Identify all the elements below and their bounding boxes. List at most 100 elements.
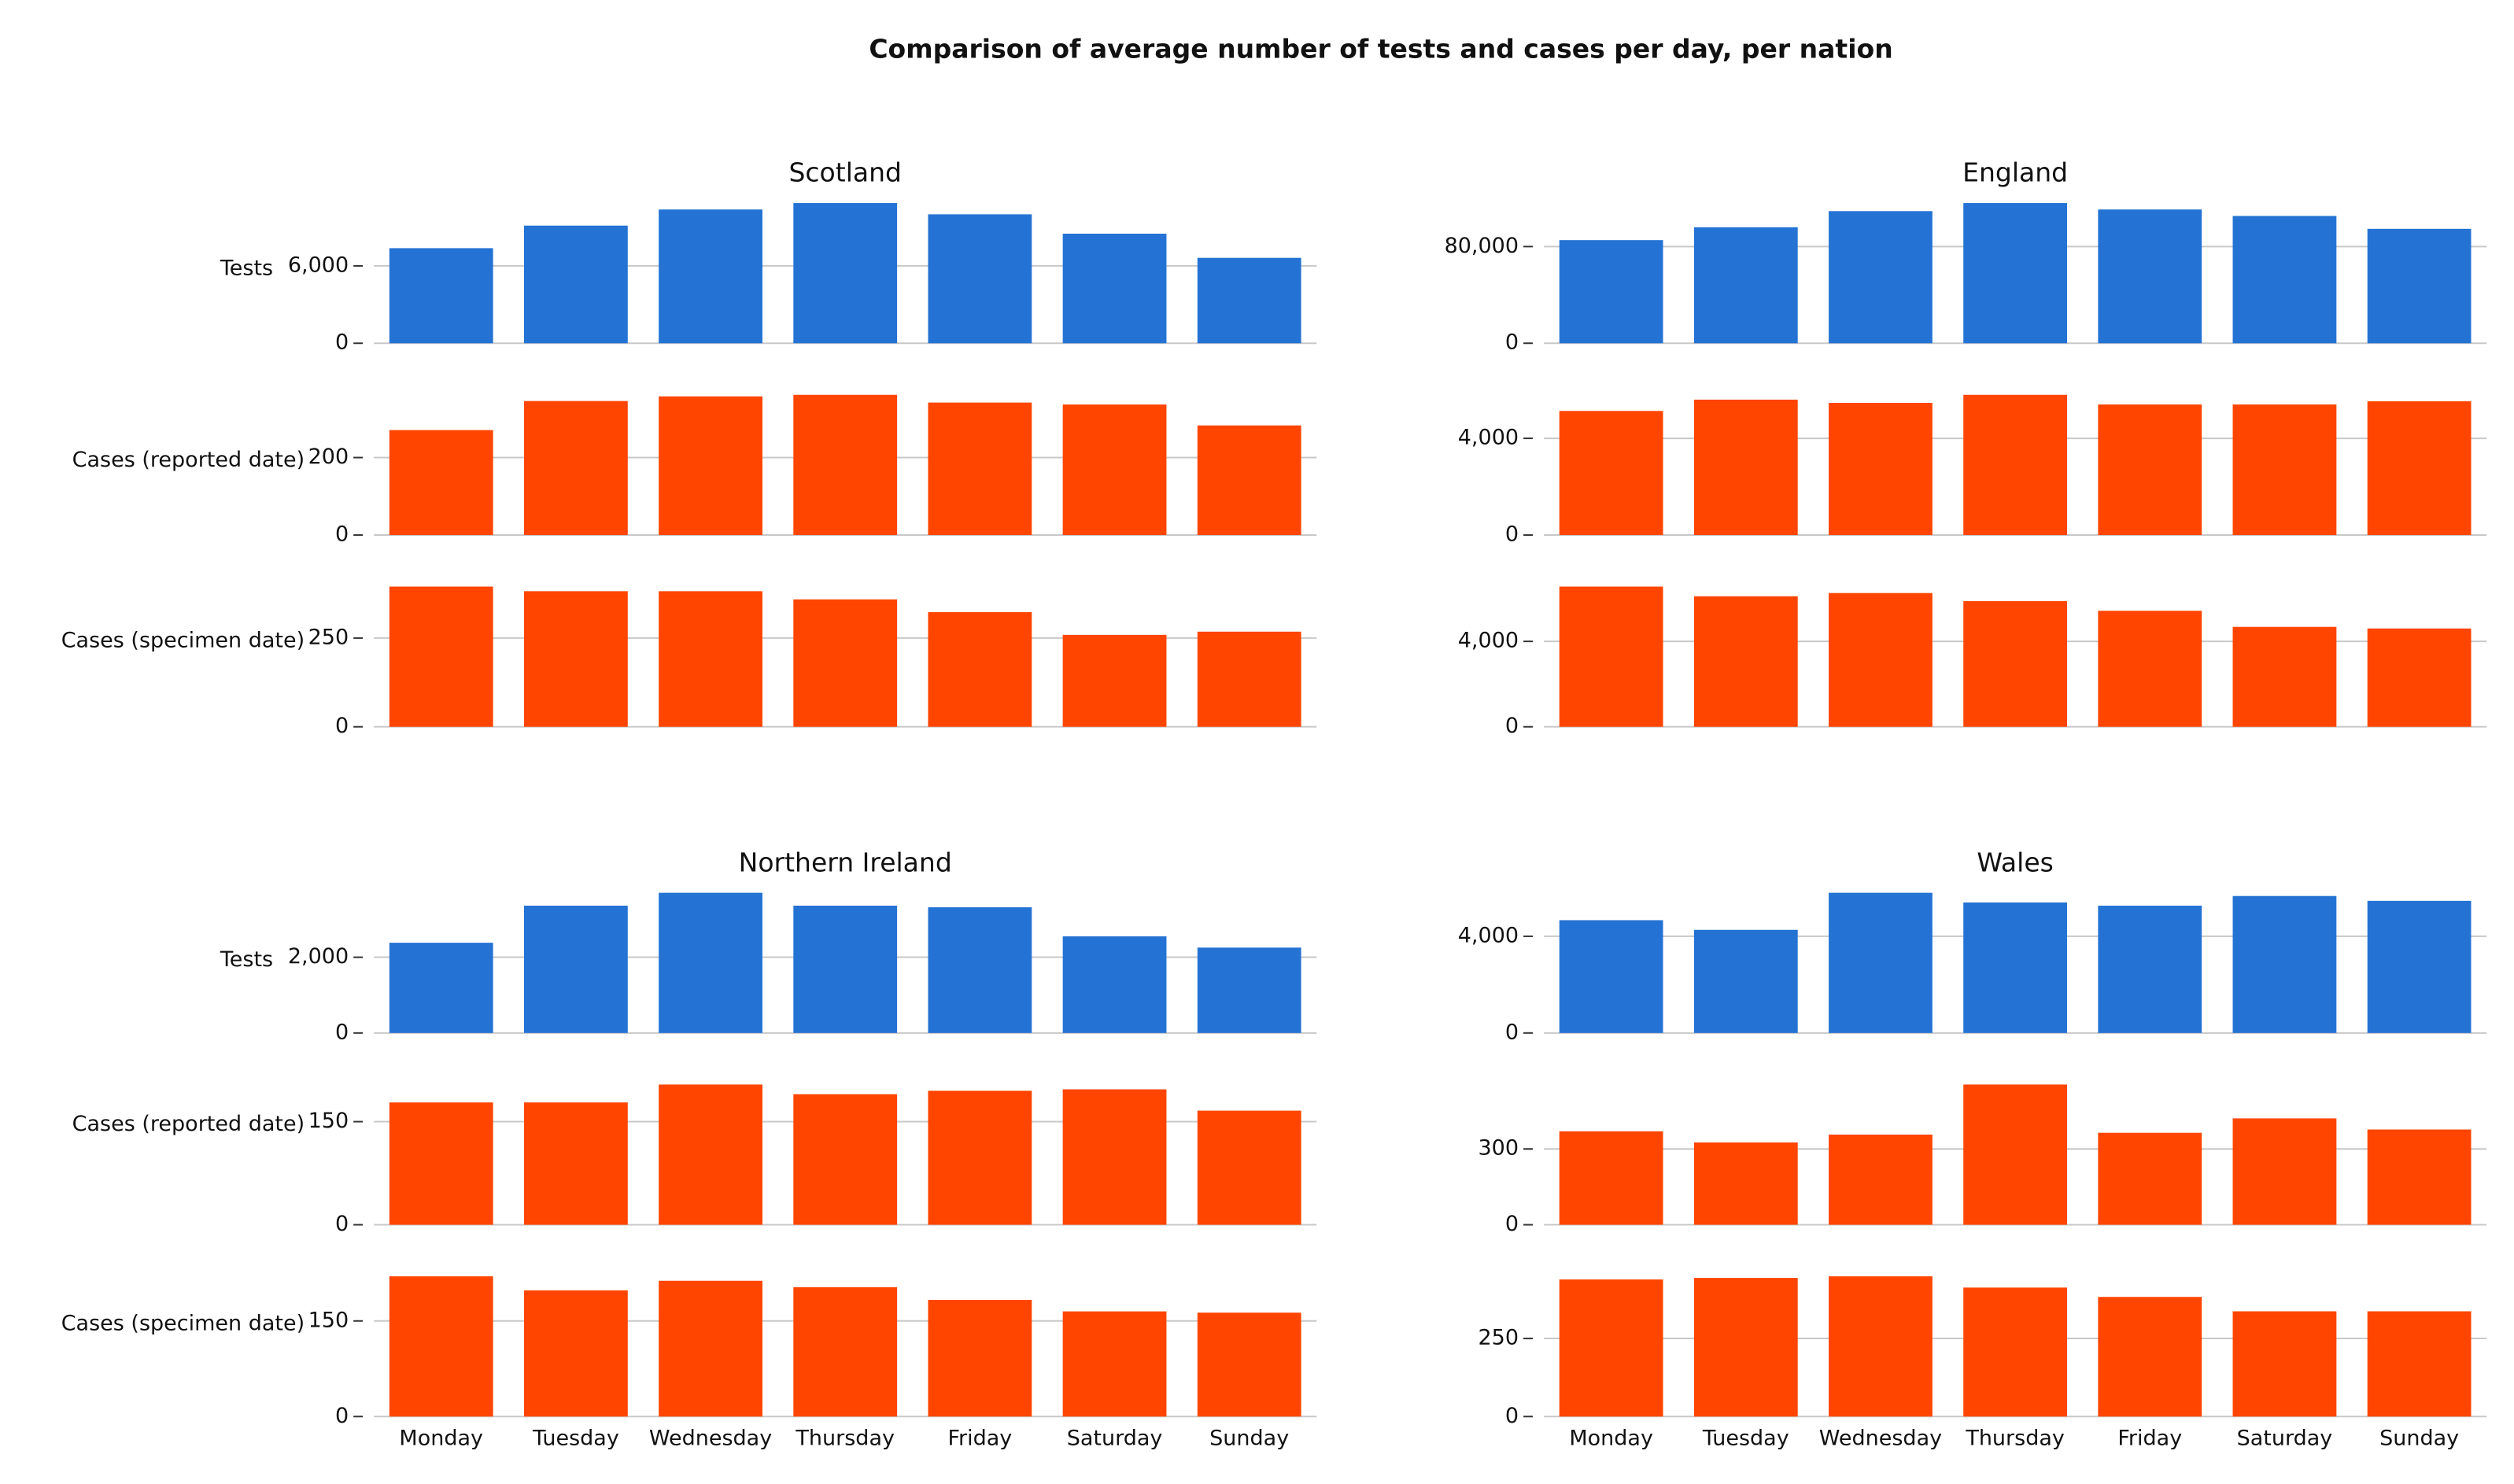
bar: [2367, 228, 2472, 344]
bar: [659, 209, 762, 344]
y-tick-label: 0: [335, 1212, 349, 1236]
bar: [1197, 1312, 1301, 1417]
bar: [928, 907, 1032, 1033]
bar: [793, 1094, 898, 1225]
bar: [1197, 257, 1301, 344]
bar: [1197, 947, 1301, 1033]
bar: [2232, 626, 2337, 727]
x-tick-label: Sunday: [2379, 1426, 2459, 1450]
x-tick-label: Friday: [2117, 1426, 2182, 1450]
bar: [1062, 233, 1167, 344]
bar: [389, 943, 493, 1033]
bar: [1693, 399, 1798, 535]
y-tick-label: 150: [308, 1109, 349, 1133]
y-tick-label: 250: [1478, 1326, 1519, 1350]
chart-title: Comparison of average number of tests an…: [869, 34, 1892, 65]
bar: [659, 1280, 762, 1417]
y-tick-label: 300: [1478, 1136, 1519, 1161]
y-tick-label: 0: [1505, 714, 1519, 738]
bar: [1963, 203, 2068, 344]
bar: [1963, 902, 2068, 1033]
bar: [793, 1287, 898, 1417]
bar: [523, 401, 628, 535]
y-axis-label: Tests: [220, 947, 273, 972]
x-tick-label: Monday: [399, 1426, 483, 1450]
y-axis-label: Cases (reported date): [72, 1112, 305, 1136]
x-tick-label: Wednesday: [1819, 1426, 1942, 1450]
bar: [389, 430, 493, 535]
y-tick-label: 0: [335, 1020, 349, 1044]
x-tick-label: Sunday: [1209, 1426, 1289, 1450]
bar: [659, 591, 762, 727]
bar: [389, 1276, 493, 1417]
y-tick-label: 0: [1505, 330, 1519, 355]
bar: [2098, 209, 2202, 344]
bar: [793, 599, 898, 727]
y-tick-label: 0: [335, 714, 349, 738]
bar: [1829, 1134, 1933, 1225]
y-tick-label: 0: [335, 522, 349, 546]
panel-title: Scotland: [788, 157, 901, 188]
bar: [1062, 634, 1167, 727]
bar: [1197, 1110, 1301, 1225]
y-axis-label: Tests: [220, 256, 273, 280]
bar: [1963, 600, 2068, 727]
bar: [659, 1084, 762, 1225]
bar: [1963, 1287, 2068, 1417]
bar: [1693, 1278, 1798, 1417]
bar: [2367, 628, 2472, 727]
y-tick-label: 2,000: [288, 944, 349, 969]
bar: [1197, 425, 1301, 535]
x-tick-label: Thursday: [1965, 1426, 2065, 1450]
bar: [2367, 900, 2472, 1033]
panel-title: Wales: [1977, 847, 2053, 877]
bar: [1062, 404, 1167, 535]
bar: [2232, 1118, 2337, 1225]
bar: [2367, 1129, 2472, 1225]
bar: [2232, 1311, 2337, 1417]
y-tick-label: 4,000: [1458, 629, 1519, 653]
x-tick-label: Saturday: [2237, 1426, 2333, 1450]
y-tick-label: 0: [335, 330, 349, 355]
bar: [1559, 586, 1663, 727]
bar: [523, 1290, 628, 1417]
bar: [2098, 611, 2202, 727]
y-axis-label: Cases (reported date): [72, 448, 305, 472]
bar: [2098, 906, 2202, 1033]
bar: [928, 1300, 1032, 1417]
bar: [1963, 1084, 2068, 1225]
bar: [659, 892, 762, 1033]
bar: [1693, 929, 1798, 1033]
bar: [928, 611, 1032, 727]
y-tick-label: 6,000: [288, 253, 349, 277]
bar: [2367, 1311, 2472, 1417]
bar: [1559, 1279, 1663, 1417]
y-tick-label: 80,000: [1445, 234, 1519, 258]
bar: [2098, 1297, 2202, 1417]
bar: [1829, 592, 1933, 727]
bar: [389, 586, 493, 727]
bar: [1693, 227, 1798, 344]
y-tick-label: 0: [1505, 522, 1519, 546]
bar: [1062, 936, 1167, 1033]
x-tick-label: Friday: [947, 1426, 1012, 1450]
x-tick-label: Saturday: [1067, 1426, 1163, 1450]
bar: [793, 905, 898, 1033]
bar: [1559, 240, 1663, 344]
bar: [928, 214, 1032, 344]
bar: [2098, 1132, 2202, 1225]
y-axis-label: Cases (specimen date): [61, 628, 305, 652]
bar: [928, 402, 1032, 535]
bar: [1963, 394, 2068, 535]
panel-title: Northern Ireland: [739, 847, 952, 877]
bar: [1062, 1089, 1167, 1225]
x-tick-label: Thursday: [795, 1426, 895, 1450]
y-tick-label: 0: [1505, 1404, 1519, 1428]
y-tick-label: 0: [1505, 1212, 1519, 1236]
bar: [389, 1102, 493, 1225]
x-tick-label: Monday: [1569, 1426, 1653, 1450]
bar: [1693, 1142, 1798, 1225]
bar: [2367, 401, 2472, 535]
bar: [1559, 920, 1663, 1033]
bar: [2232, 895, 2337, 1033]
